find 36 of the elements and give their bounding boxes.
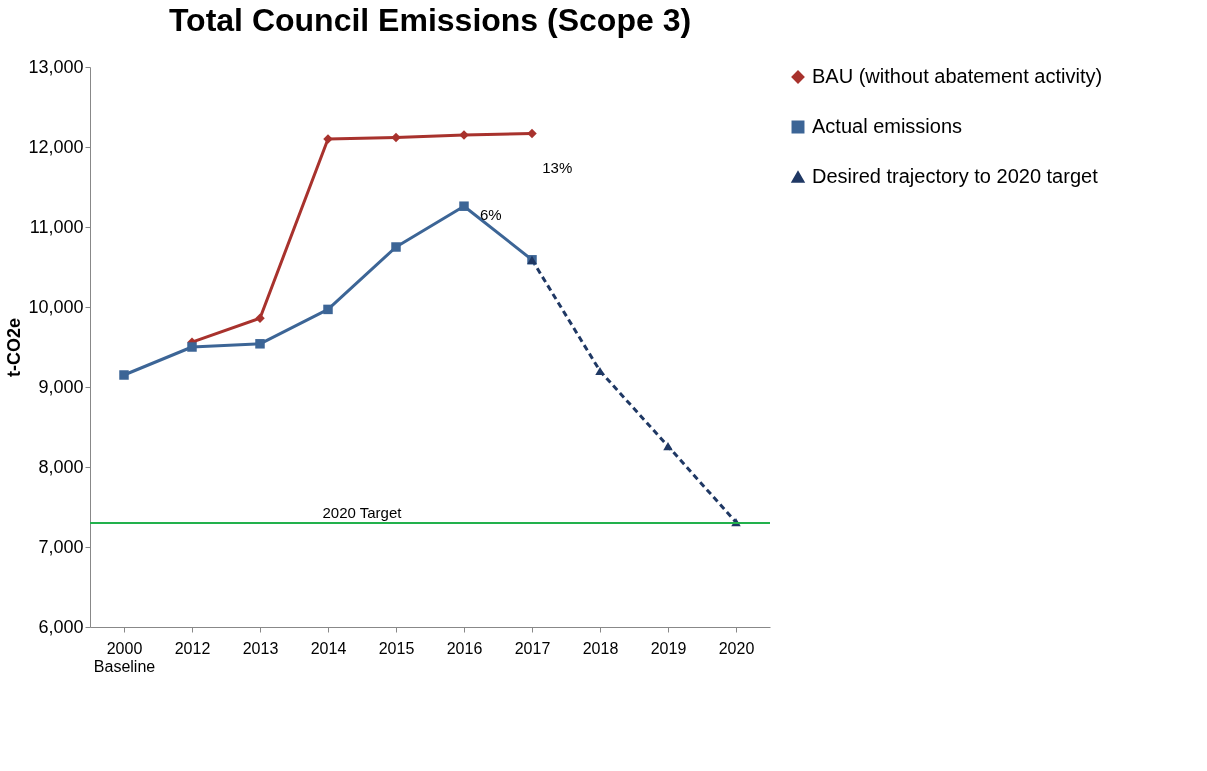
legend-label: BAU (without abatement activity): [812, 65, 1103, 87]
legend-label: Actual emissions: [812, 115, 963, 137]
ref-line-label: 2020 Target: [322, 504, 403, 521]
point: [187, 342, 197, 352]
point: [459, 201, 469, 211]
x-tick-label: 2012: [174, 639, 211, 657]
x-tick-label: 2015: [378, 639, 415, 657]
legend-label: Desired trajectory to 2020 target: [812, 165, 1099, 187]
x-tick-label: 2019: [650, 639, 687, 657]
x-tick-label: 2017: [514, 639, 551, 657]
y-tick-label: 9,000: [38, 376, 84, 397]
y-tick-label: 13,000: [28, 56, 84, 77]
point: [119, 370, 129, 380]
y-tick-label: 6,000: [38, 616, 84, 637]
x-tick-label: 2018: [582, 639, 619, 657]
x-tick-label: 2000 Baseline: [93, 639, 156, 675]
point: [255, 339, 265, 349]
x-tick-label: 2020: [718, 639, 755, 657]
y-tick-label: 10,000: [28, 296, 84, 317]
y-tick-label: 12,000: [28, 136, 84, 157]
chart-title: Total Council Emissions (Scope 3): [168, 2, 692, 38]
y-tick-label: 8,000: [38, 456, 84, 477]
annotation: 6%: [480, 206, 502, 223]
y-axis-title: t-CO2e: [4, 317, 25, 378]
annotation: 13%: [542, 158, 573, 176]
point: [391, 242, 401, 252]
x-tick-label: 2016: [446, 639, 483, 657]
y-tick-label: 11,000: [29, 216, 84, 237]
point: [527, 128, 537, 139]
point: [595, 366, 605, 376]
y-tick-label: 7,000: [38, 536, 84, 557]
point: [323, 304, 333, 315]
point: [663, 442, 673, 451]
x-tick-label: 2014: [310, 639, 347, 657]
point: [391, 132, 401, 143]
x-tick-label: 2013: [242, 639, 279, 657]
